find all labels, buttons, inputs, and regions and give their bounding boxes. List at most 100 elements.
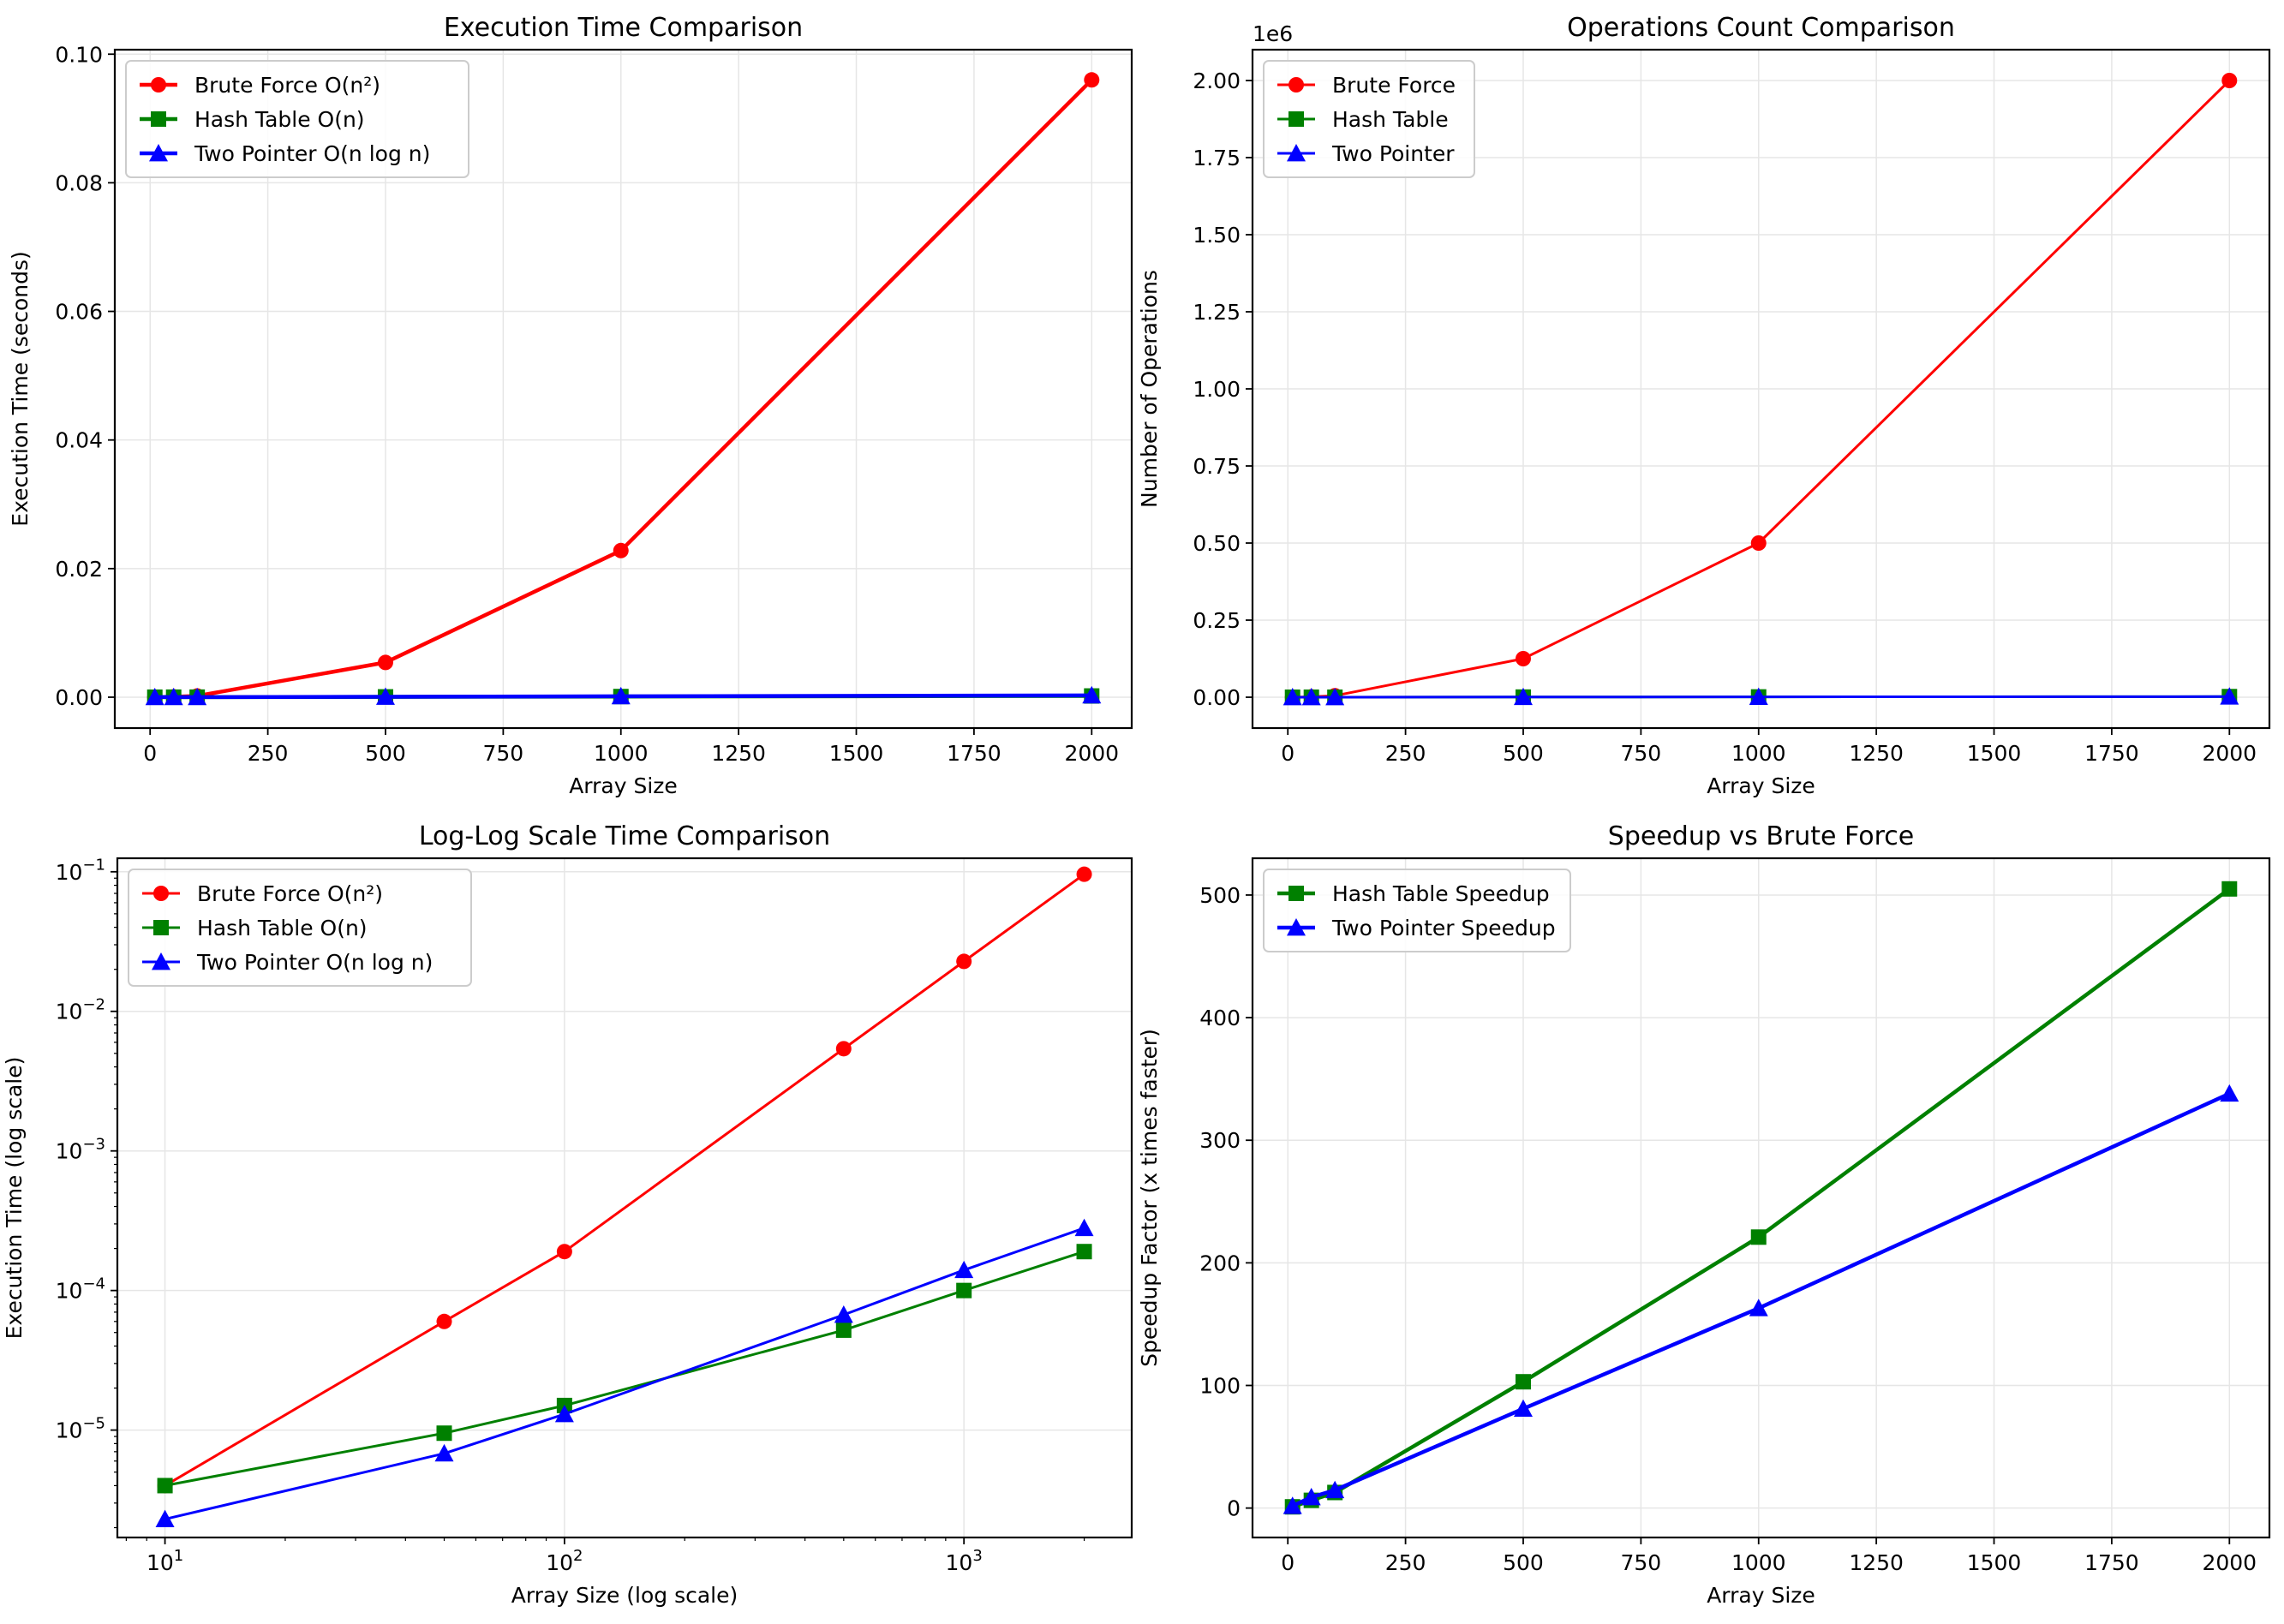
data-point	[556, 1244, 572, 1260]
data-point	[613, 542, 629, 558]
legend-label: Hash Table Speedup	[1332, 881, 1550, 906]
tick-label-x: 0	[143, 741, 157, 766]
tick-label-x: 1750	[2084, 1550, 2139, 1575]
chart-title: Speedup vs Brute Force	[1608, 821, 1914, 851]
legend: Brute Force O(n²) Hash Table O(n) Two Poin…	[125, 60, 469, 178]
x-axis-label: Array Size	[569, 773, 678, 798]
tick-label-y: 0.00	[55, 685, 103, 710]
legend-label: Brute Force O(n²)	[197, 881, 383, 906]
legend-marker	[153, 920, 169, 935]
chart-title: Execution Time Comparison	[444, 13, 803, 43]
data-point	[554, 1405, 574, 1423]
data-point	[956, 953, 972, 970]
tick-label-y: 0	[1227, 1496, 1241, 1521]
tick-label-x: 2000	[2202, 1550, 2257, 1575]
tick-label-x: 750	[483, 741, 524, 766]
chart-speedup: 0 250 500 750 1000 1250 1500 1750 2000 0 100 200 300…	[1137, 821, 2271, 1608]
tick-label-x: 250	[1385, 741, 1426, 766]
plot-area	[1253, 858, 2269, 1537]
legend-item: Hash Table O(n)	[142, 916, 368, 940]
y-axis-label: Speedup Factor (x times faster)	[1137, 1029, 1162, 1367]
axes-frame	[116, 857, 1133, 1539]
data-point	[1076, 1244, 1092, 1260]
data-point	[1301, 1488, 1321, 1506]
legend-item: Two Pointer Speedup	[1277, 916, 1556, 940]
tick-label-x: 1250	[711, 741, 766, 766]
data-point	[954, 1260, 974, 1279]
legend-item: Two Pointer O(n log n)	[140, 141, 430, 166]
data-point	[145, 687, 164, 706]
data-point	[1750, 1229, 1767, 1245]
data-point	[611, 686, 631, 705]
x-axis-label: Array Size	[1707, 773, 1815, 798]
data-point	[188, 687, 207, 706]
tick-label-y: 0.50	[1193, 531, 1241, 556]
tick-label-y: 500	[1199, 883, 1241, 908]
data-point	[1513, 687, 1533, 706]
data-point	[1082, 685, 1102, 704]
x-axis-label: Array Size (log scale)	[511, 1583, 738, 1608]
legend-item: Two Pointer O(n log n)	[142, 950, 433, 975]
data-point	[155, 1509, 175, 1527]
legend-label: Two Pointer	[1331, 141, 1455, 166]
tick-label-y: 0.00	[1193, 685, 1241, 710]
legend-box	[1263, 60, 1475, 178]
tick-label-x: 1250	[1849, 741, 1904, 766]
data-point	[835, 1322, 852, 1338]
legend-item: Hash Table O(n)	[140, 107, 365, 132]
data-point	[1084, 72, 1100, 88]
data-point	[1515, 1374, 1531, 1390]
data-point	[375, 687, 395, 705]
legend-label: Two Pointer O(n log n)	[194, 141, 430, 166]
data-point	[157, 1478, 173, 1494]
data-point	[956, 1282, 972, 1299]
chart-title: Log-Log Scale Time Comparison	[419, 821, 830, 851]
tick-label-y: 1.50	[1193, 223, 1241, 248]
tick-label-x: 1500	[829, 741, 884, 766]
data-point	[1325, 687, 1345, 706]
tick-label-y: 100	[1199, 1374, 1241, 1399]
legend-box	[128, 869, 472, 987]
series-line	[164, 873, 1085, 1487]
tick-label-x: 1750	[947, 741, 1001, 766]
data-point	[2220, 1084, 2239, 1102]
legend-marker	[1287, 144, 1306, 162]
tick-label-x: 1000	[1731, 1550, 1786, 1575]
x-axis-label: Array Size	[1707, 1583, 1815, 1608]
data-point	[434, 1443, 454, 1462]
data-point	[2220, 687, 2239, 705]
legend-item: Brute Force O(n²)	[142, 881, 383, 906]
chart-title: Operations Count Comparison	[1567, 13, 1955, 43]
legend-item: Hash Table Speedup	[1277, 881, 1550, 906]
series-line	[164, 1227, 1085, 1521]
tick-label-y: 1.25	[1193, 300, 1241, 325]
legend-marker	[152, 952, 170, 970]
legend-item: Two Pointer	[1277, 141, 1455, 166]
tick-label-x: 0	[1281, 741, 1294, 766]
legend: Hash Table Speedup Two Pointer Speedup	[1263, 869, 1571, 952]
legend-box	[1263, 869, 1571, 952]
legend-marker	[151, 111, 166, 127]
legend-box	[125, 60, 469, 178]
data-point	[1749, 687, 1768, 705]
tick-label-x: 1000	[594, 741, 649, 766]
tick-label-x: 2000	[2202, 741, 2257, 766]
tick-label-y: 10−1	[56, 857, 105, 885]
tick-label-x: 250	[1385, 1550, 1426, 1575]
tick-label-y: 2.00	[1193, 69, 1241, 93]
legend-label: Brute Force O(n²)	[194, 73, 380, 98]
data-point	[1283, 1496, 1302, 1514]
legend-item: Hash Table	[1277, 107, 1449, 132]
series-two	[145, 685, 1102, 706]
chart-exec-time: 0 250 500 750 1000 1250 1500 1750 2000 0.00 0.02 0.…	[8, 13, 1133, 798]
series-line	[164, 1250, 1085, 1487]
legend-item: Brute Force	[1277, 73, 1456, 98]
tick-label-x: 2000	[1064, 741, 1119, 766]
tick-label-y: 200	[1199, 1251, 1241, 1275]
tick-label-x: 500	[1503, 741, 1544, 766]
chart-loglog: 101 102 103 10−5 10−4 10−3 10−2 10−1 Log-Log Sca…	[2, 821, 1133, 1608]
grid	[117, 858, 1132, 1537]
data-point	[1074, 1218, 1094, 1237]
series-two	[1283, 687, 2239, 706]
